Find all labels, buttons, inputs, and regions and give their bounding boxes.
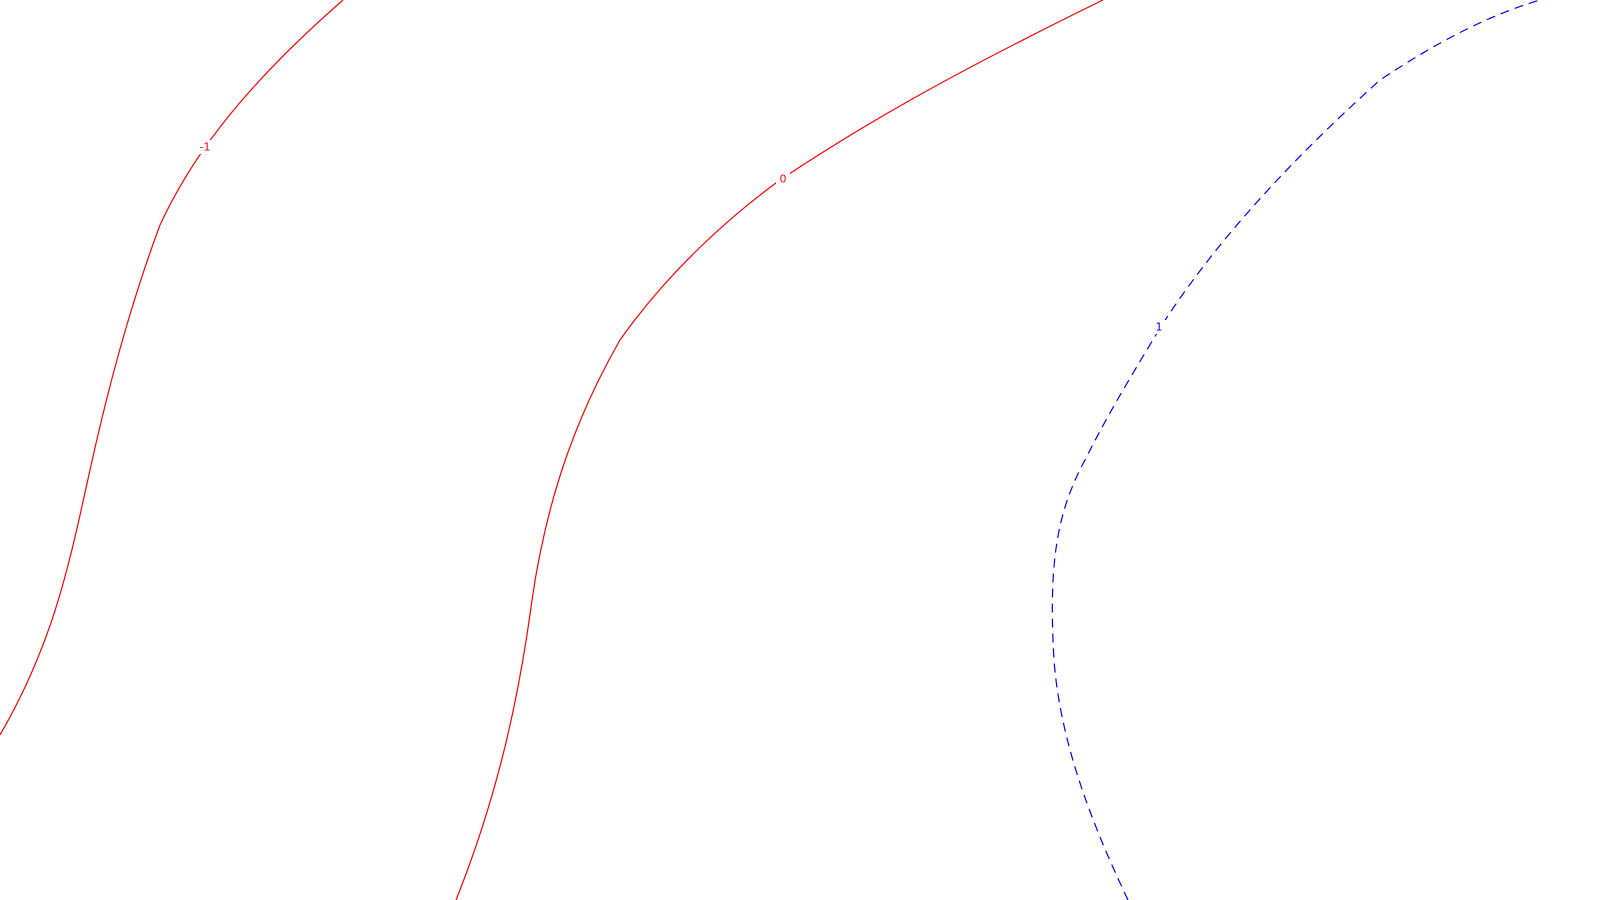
contour-label-0-bg: [776, 172, 790, 186]
contour-label-neg1-bg: [196, 140, 215, 154]
contour-line-0-path: [455, 0, 1104, 900]
contour-line-1: 1: [1051, 0, 1541, 900]
contour-label-1-bg: [1153, 320, 1166, 334]
contour-line-neg1: -1: [0, 0, 344, 736]
contour-line-0: 0: [455, 0, 1104, 900]
contour-line-1-path: [1051, 0, 1541, 900]
contour-label-0: 0: [780, 173, 787, 186]
contour-line-neg1-path: [0, 0, 344, 736]
contour-label-1: 1: [1156, 321, 1163, 334]
contour-label-neg1: -1: [200, 141, 211, 154]
